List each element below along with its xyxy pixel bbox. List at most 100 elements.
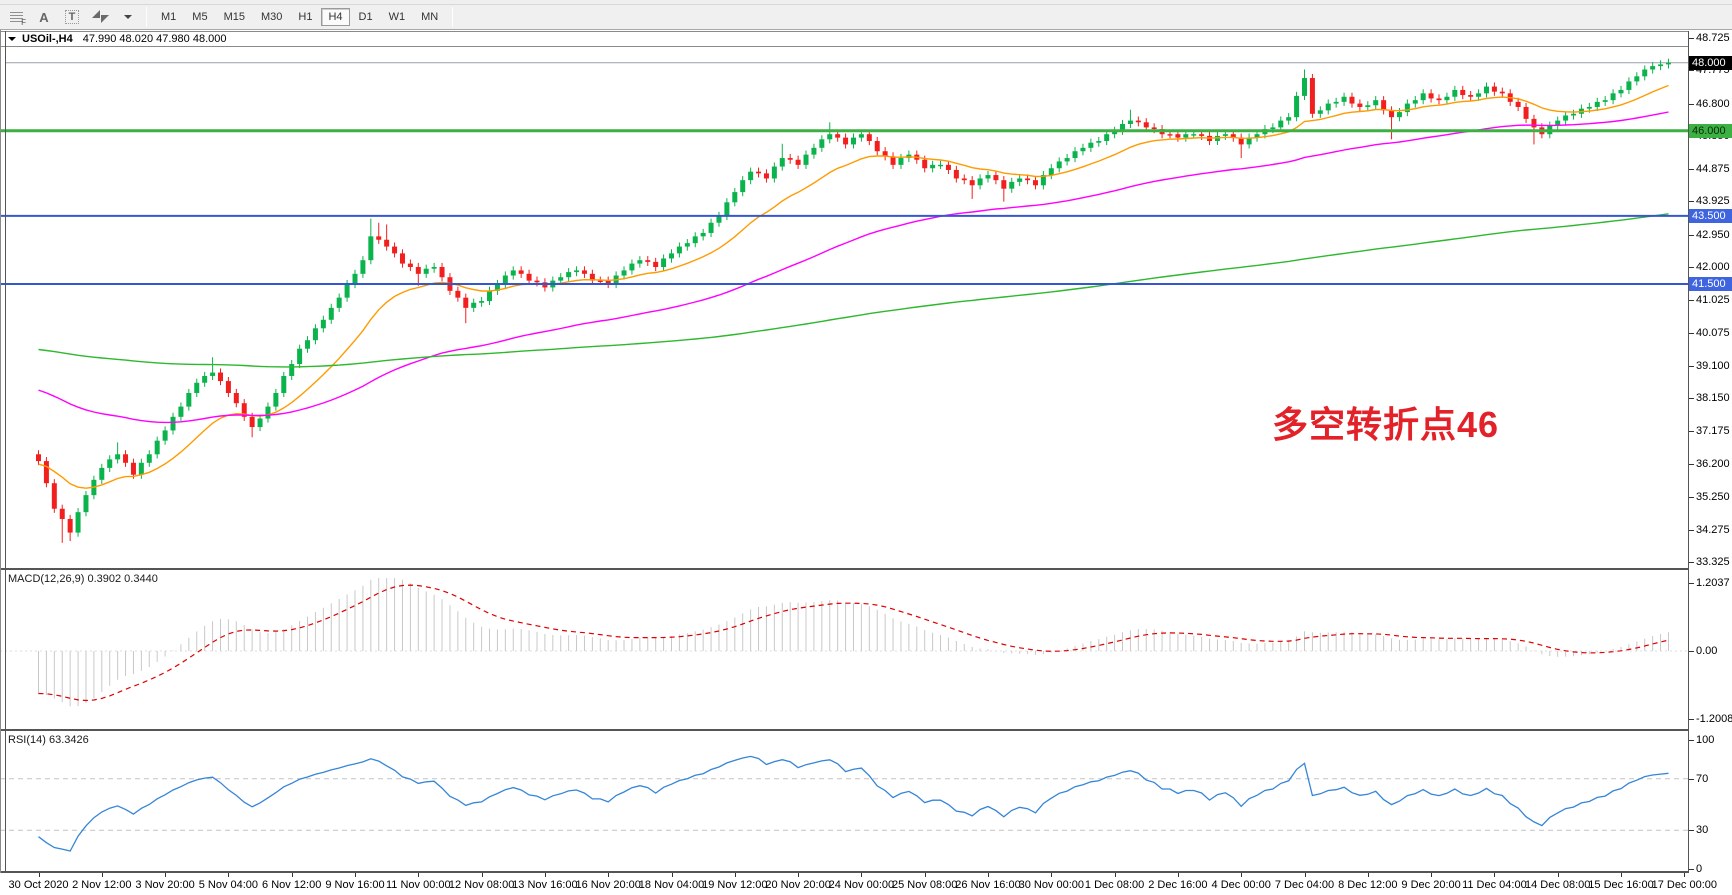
time-tick-label: 1 Dec 08:00 (1084, 879, 1145, 891)
price-tick (1689, 530, 1694, 532)
price-tick (1689, 496, 1694, 498)
time-tick-label: 15 Dec 16:00 (1588, 879, 1654, 891)
time-tick (355, 873, 356, 877)
timeframe-m15-button[interactable]: M15 (217, 8, 252, 26)
timeframe-d1-button[interactable]: D1 (352, 8, 380, 26)
timeframe-w1-button[interactable]: W1 (382, 8, 413, 26)
price-tick (1689, 464, 1694, 466)
timeframe-mn-button[interactable]: MN (414, 8, 445, 26)
time-tick (861, 873, 863, 877)
price-tick-label: 44.875 (1696, 163, 1730, 176)
panel-splitter-macd-rsi[interactable] (0, 729, 1732, 731)
rsi-axis-tick (1689, 830, 1694, 832)
time-tick-label: 12 Nov 08:00 (448, 879, 515, 891)
fibonacci-icon[interactable]: F (4, 7, 28, 27)
time-tick-label: 25 Nov 08:00 (891, 879, 958, 891)
timeframe-h4-button[interactable]: H4 (321, 8, 350, 26)
arrows-icon[interactable] (88, 7, 112, 27)
arrows-dropdown-caret-icon[interactable] (116, 7, 140, 27)
arrow-glyph-2 (100, 15, 109, 23)
time-tick-label: 3 Nov 20:00 (135, 879, 195, 891)
text-label-icon[interactable]: T (60, 7, 84, 27)
main-chart-canvas[interactable] (0, 47, 1688, 568)
rsi-indicator-label: RSI(14) 63.3426 (8, 734, 89, 746)
text-a-glyph: A (39, 9, 49, 25)
text-label-t-glyph: T (64, 10, 80, 24)
time-tick-label: 26 Nov 16:00 (955, 879, 1021, 891)
time-tick-label: 14 Dec 08:00 (1524, 879, 1591, 891)
time-tick (481, 873, 483, 877)
macd-axis-tick (1689, 719, 1694, 720)
time-tick (1557, 873, 1559, 877)
price-tick-label: 35.250 (1696, 490, 1730, 503)
price-tick-label: 33.325 (1696, 556, 1730, 569)
timeframe-m5-button[interactable]: M5 (185, 8, 214, 26)
price-level-box: 43.500 (1689, 208, 1732, 223)
macd-panel-canvas[interactable] (0, 570, 1688, 729)
macd-axis-tick (1689, 651, 1694, 652)
chart-ohlc-values: 47.990 48.020 47.980 48.000 (82, 33, 227, 45)
price-tick (1689, 300, 1694, 302)
rsi-axis-label: 70 (1696, 772, 1709, 785)
window-left-border (0, 30, 1, 895)
price-tick-label: 43.925 (1696, 195, 1730, 208)
time-tick-label: 19 Nov 12:00 (702, 879, 768, 891)
price-level-box: 46.000 (1689, 123, 1732, 138)
timeframe-m30-button[interactable]: M30 (254, 8, 289, 26)
time-tick-label: 5 Nov 04:00 (198, 879, 259, 891)
plot-right-border (1688, 31, 1689, 872)
price-tick (1689, 201, 1694, 203)
fibonacci-lines-glyph (9, 11, 23, 23)
timeframe-m1-button[interactable]: M1 (154, 8, 183, 26)
rsi-axis-tick (1689, 869, 1694, 870)
time-tick (798, 873, 800, 877)
price-tick (1689, 562, 1694, 564)
chart-window: USOil-,H4 47.990 48.020 47.980 48.000 MA… (0, 30, 1732, 895)
timeframe-h1-button[interactable]: H1 (291, 8, 319, 26)
time-tick (1367, 873, 1369, 877)
time-tick (1621, 873, 1622, 877)
macd-indicator-label: MACD(12,26,9) 0.3902 0.3440 (8, 573, 158, 585)
chart-title-strip: USOil-,H4 47.990 48.020 47.980 48.000 (0, 31, 1689, 47)
time-tick-label: 13 Nov 16:00 (512, 879, 578, 891)
time-tick (924, 873, 926, 877)
current-price-box: 48.000 (1689, 55, 1732, 70)
rsi-axis-tick (1689, 778, 1694, 780)
price-level-box: 41.500 (1689, 277, 1732, 292)
price-axis[interactable]: 48.72547.77546.80045.85044.87543.92542.9… (1689, 30, 1732, 895)
rsi-axis-label: 0 (1696, 863, 1703, 875)
price-tick (1689, 169, 1694, 171)
time-axis[interactable]: 30 Oct 2020 2 Nov 12:00 3 Nov 20:00 5 Nov 0… (0, 873, 1732, 895)
time-tick (988, 873, 989, 877)
time-tick (228, 873, 230, 877)
time-tick-label: 30 Oct 2020 (8, 879, 69, 891)
macd-axis-label: 0.00 (1696, 645, 1718, 657)
panel-splitter-main-macd[interactable] (0, 568, 1732, 570)
text-icon[interactable]: A (32, 7, 56, 27)
price-tick-label: 37.175 (1696, 425, 1730, 438)
time-tick (671, 873, 673, 877)
time-tick (1684, 873, 1686, 877)
rsi-axis-label: 30 (1696, 824, 1709, 837)
chart-symbol-title: USOil-,H4 (22, 33, 73, 45)
time-tick-label: 30 Nov 00:00 (1018, 879, 1085, 891)
time-tick-label: 24 Nov 00:00 (828, 879, 895, 891)
time-tick-label: 8 Dec 12:00 (1338, 879, 1398, 891)
price-tick-label: 41.025 (1696, 294, 1730, 307)
price-tick (1689, 365, 1694, 367)
price-tick (1689, 234, 1694, 236)
rsi-panel-canvas[interactable] (0, 731, 1688, 871)
time-tick (544, 873, 546, 877)
time-tick (101, 873, 103, 877)
toolbar-separator (146, 7, 147, 27)
time-tick-label: 7 Dec 04:00 (1274, 879, 1335, 891)
time-tick (165, 873, 167, 877)
time-tick (608, 873, 610, 877)
time-tick (1114, 873, 1116, 877)
price-tick (1689, 332, 1694, 334)
price-tick-label: 42.000 (1696, 261, 1730, 273)
macd-axis-tick (1689, 583, 1694, 584)
collapse-arrow-icon[interactable] (8, 37, 16, 45)
time-tick-label: 20 Nov 20:00 (765, 879, 831, 891)
